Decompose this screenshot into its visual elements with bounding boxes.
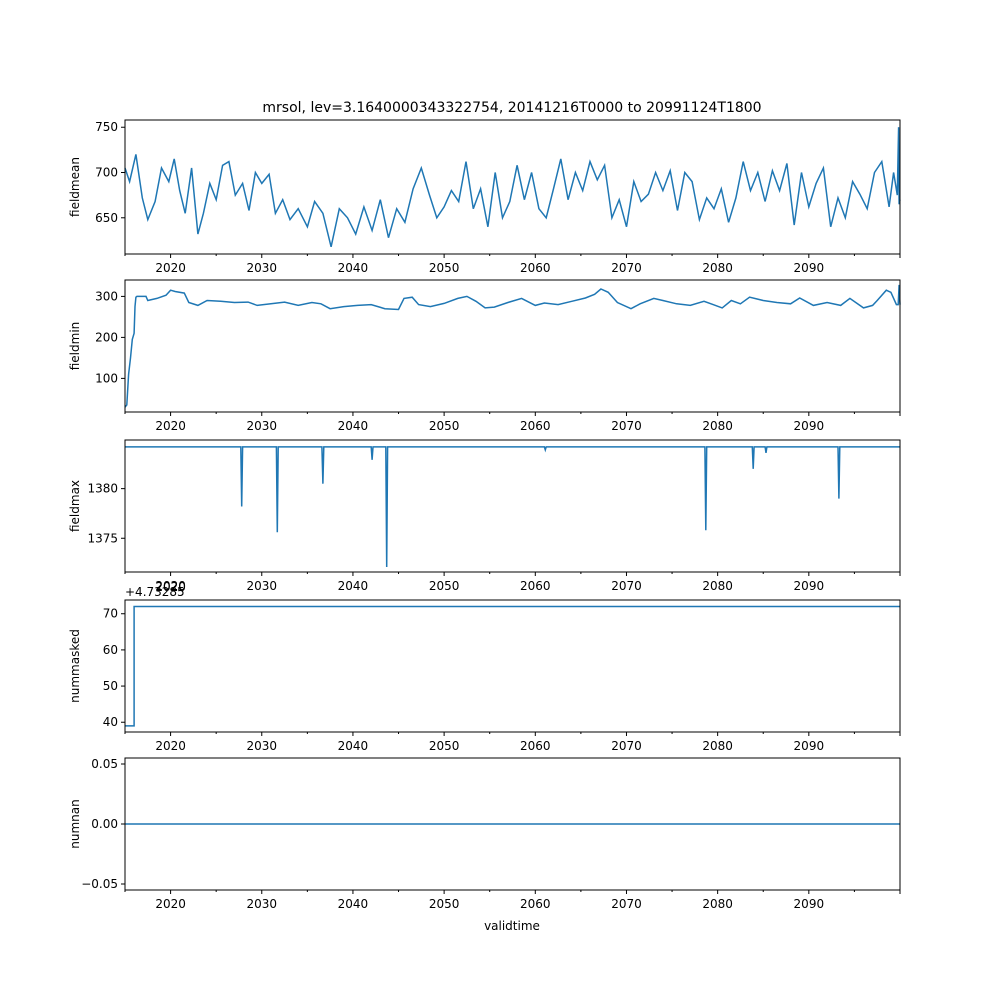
panel-nummasked: 40 50 60 70 2020 2030 2040 2050 2060 2070 2080 2090… <box>68 580 901 753</box>
numnan-ytick-label: −0.05 <box>81 877 118 891</box>
numnan-xtick-label: 2040 <box>338 897 369 911</box>
fieldmean-xtick-label: 2030 <box>246 261 277 275</box>
fieldmax-axes-frame <box>124 439 901 573</box>
fieldmax-xtick-label: 2040 <box>338 579 369 593</box>
fieldmin-xtick-label: 2030 <box>246 419 277 433</box>
fieldmin-ytick-label: 300 <box>95 289 118 303</box>
numnan-xtick-label: 2030 <box>246 897 277 911</box>
nummasked-xtick-label: 2020 <box>155 739 186 753</box>
fieldmax-ytick-label: 1375 <box>87 531 118 545</box>
subplots: 650 700 750 2020 2030 2040 2050 2060 2070 2080 209… <box>68 119 901 911</box>
fieldmean-ytick-label: 700 <box>95 166 118 180</box>
nummasked-xtick-label: 2080 <box>702 739 733 753</box>
overlapping-tick-label: 2020 <box>155 580 186 594</box>
numnan-xtick-label: 2080 <box>702 897 733 911</box>
fieldmean-xtick-label: 2080 <box>702 261 733 275</box>
fieldmax-xtick-label: 2050 <box>429 579 460 593</box>
fieldmax-xtick-label: 2090 <box>794 579 825 593</box>
panel-numnan: 0.05 0.00 −0.05 2020 2030 2040 2050 2060 2070 208… <box>68 757 901 911</box>
nummasked-ytick-label: 60 <box>103 643 118 657</box>
nummasked-ytick-label: 70 <box>103 607 118 621</box>
nummasked-xtick-label: 2070 <box>611 739 642 753</box>
fieldmean-axes-frame <box>124 119 901 255</box>
fieldmean-ytick-label: 650 <box>95 211 118 225</box>
nummasked-xtick-label: 2090 <box>794 739 825 753</box>
fieldmax-xtick-label: 2060 <box>520 579 551 593</box>
fieldmean-xtick-label: 2050 <box>429 261 460 275</box>
nummasked-xtick-label: 2060 <box>520 739 551 753</box>
fieldmean-y-axis-label: fieldmean <box>68 157 82 217</box>
fieldmax-ytick-label: 1380 <box>87 482 118 496</box>
fieldmax-xtick-label: 2070 <box>611 579 642 593</box>
panel-fieldmin: 100 200 300 2020 2030 2040 2050 2060 2070 2080 209… <box>68 279 901 433</box>
fieldmean-series-line <box>124 127 901 247</box>
nummasked-ytick-label: 40 <box>103 715 118 729</box>
fieldmin-axes-frame <box>124 279 901 413</box>
numnan-xtick-label: 2060 <box>520 897 551 911</box>
fieldmin-ytick-label: 200 <box>95 330 118 344</box>
numnan-xtick-label: 2020 <box>155 897 186 911</box>
chart-title: mrsol, lev=3.1640000343322754, 20141216T… <box>262 100 761 116</box>
numnan-xtick-label: 2050 <box>429 897 460 911</box>
nummasked-xtick-label: 2030 <box>246 739 277 753</box>
fieldmean-xtick-label: 2060 <box>520 261 551 275</box>
nummasked-series-line <box>125 605 900 727</box>
fieldmax-xtick-label: 2080 <box>702 579 733 593</box>
fieldmin-series-line <box>124 284 901 408</box>
fieldmax-xtick-label: 2020 <box>155 579 186 593</box>
nummasked-offset-text: +4.73285 <box>125 585 185 599</box>
numnan-ytick-label: 0.05 <box>91 757 118 771</box>
fieldmax-xtick-label: 2030 <box>246 579 277 593</box>
fieldmean-xtick-label: 2040 <box>338 261 369 275</box>
fieldmin-xtick-label: 2040 <box>338 419 369 433</box>
fieldmin-y-axis-label: fieldmin <box>68 322 82 371</box>
panel-fieldmax: 1375 1380 2020 2030 2040 2050 2060 2070 2080 2090… <box>68 439 901 593</box>
fieldmin-xtick-label: 2090 <box>794 419 825 433</box>
nummasked-axes-frame <box>124 599 901 733</box>
fieldmin-xtick-label: 2050 <box>429 419 460 433</box>
fieldmin-xtick-label: 2020 <box>155 419 186 433</box>
fieldmean-xtick-label: 2020 <box>155 261 186 275</box>
fieldmean-ytick-label: 750 <box>95 120 118 134</box>
nummasked-y-axis-label: nummasked <box>68 629 82 703</box>
fieldmin-ytick-label: 100 <box>95 371 118 385</box>
fieldmax-series-line <box>125 446 900 568</box>
panel-fieldmean: 650 700 750 2020 2030 2040 2050 2060 2070 2080 209… <box>68 119 901 275</box>
numnan-xtick-label: 2090 <box>794 897 825 911</box>
numnan-ytick-label: 0.00 <box>91 817 118 831</box>
nummasked-xtick-label: 2040 <box>338 739 369 753</box>
x-axis-label: validtime <box>484 919 540 933</box>
fieldmean-xtick-label: 2070 <box>611 261 642 275</box>
nummasked-xtick-label: 2050 <box>429 739 460 753</box>
fieldmin-xtick-label: 2060 <box>520 419 551 433</box>
numnan-xtick-label: 2070 <box>611 897 642 911</box>
fieldmin-xtick-label: 2080 <box>702 419 733 433</box>
numnan-y-axis-label: numnan <box>68 799 82 848</box>
fieldmax-y-axis-label: fieldmax <box>68 480 82 532</box>
fieldmin-xtick-label: 2070 <box>611 419 642 433</box>
nummasked-ytick-label: 50 <box>103 679 118 693</box>
fieldmean-xtick-label: 2090 <box>794 261 825 275</box>
